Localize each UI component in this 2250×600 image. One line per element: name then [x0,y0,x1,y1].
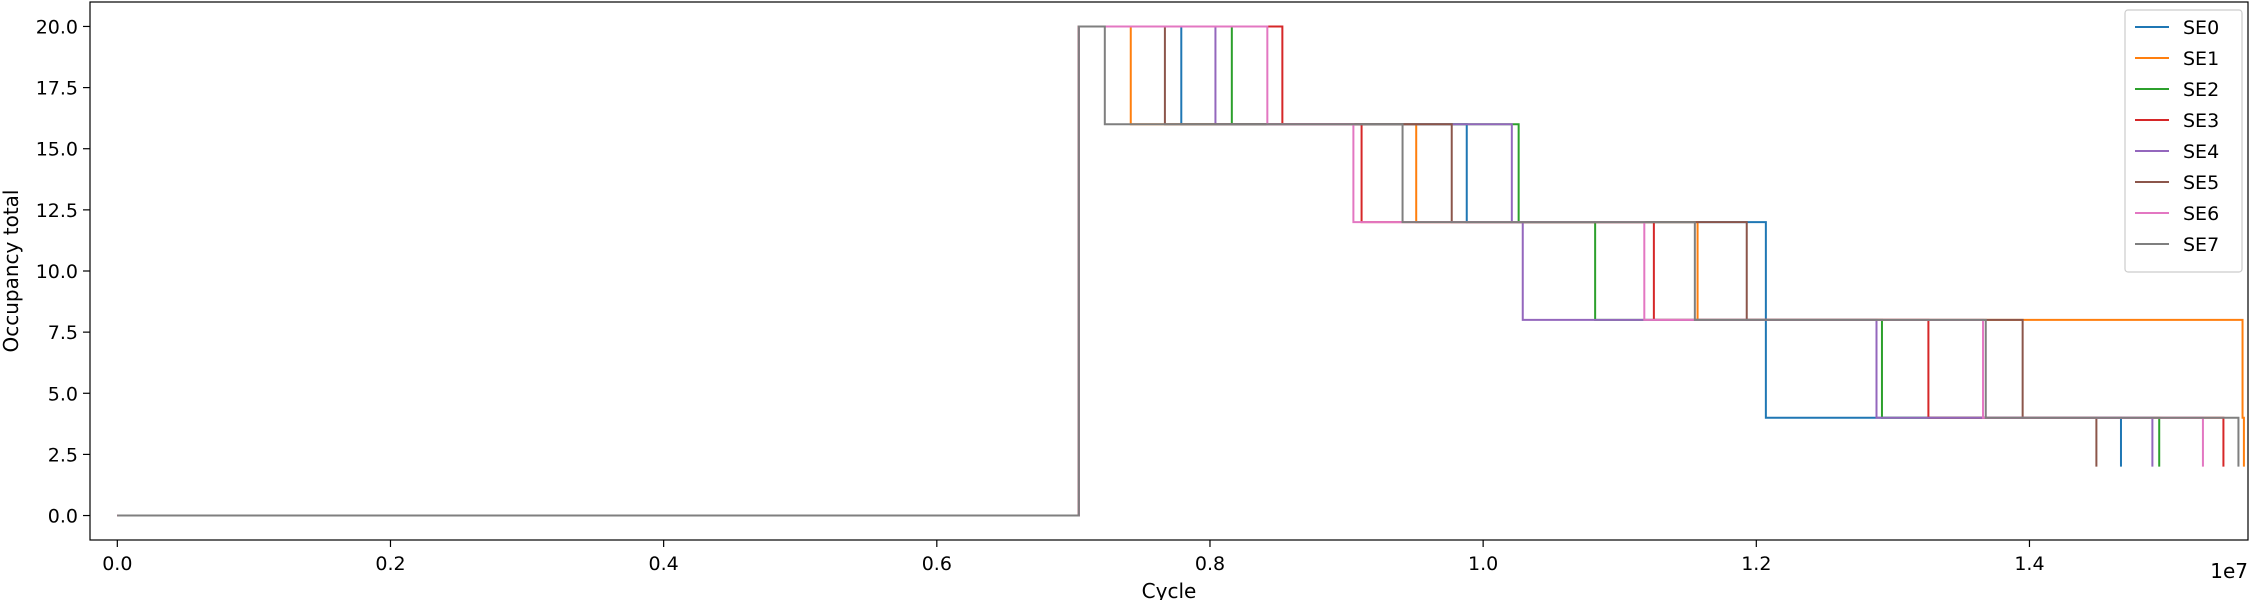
legend-label: SE2 [2183,79,2219,101]
legend-label: SE7 [2183,234,2219,256]
x-tick-label: 0.6 [922,553,952,575]
legend: SE0 SE1 SE2 SE3 SE4 SE5 SE6 SE7 [2124,9,2243,273]
x-tick-label: 1.2 [1741,553,1771,575]
x-axis-ticks: 0.0 0.2 0.4 0.6 0.8 1.0 1.2 1.4 [102,540,2045,575]
x-tick-label: 0.4 [649,553,679,575]
y-tick-label: 0.0 [48,506,78,528]
legend-box [2124,9,2243,273]
y-tick-label: 7.5 [48,322,78,344]
x-tick-label: 1.0 [1468,553,1498,575]
x-tick-label: 1.4 [2014,553,2044,575]
legend-label: SE3 [2183,110,2219,132]
series-line-se6 [117,25,2204,517]
y-tick-label: 20.0 [36,16,78,38]
series-line-se3 [117,25,2225,517]
y-tick-label: 12.5 [36,200,78,222]
series-line-se5 [117,25,2098,517]
series-line-se2 [117,25,2161,517]
y-axis-ticks: 0.0 2.5 5.0 7.5 10.0 12.5 15.0 17.5 20.0 [36,16,90,528]
x-axis-label: Cycle [1142,579,1197,600]
y-tick-label: 5.0 [48,383,78,405]
y-tick-label: 10.0 [36,261,78,283]
x-tick-label: 0.8 [1195,553,1225,575]
legend-label: SE4 [2183,141,2219,163]
y-tick-label: 17.5 [36,78,78,100]
series-layer [117,25,2245,517]
series-line-se4 [117,25,2154,517]
plot-frame [89,1,2249,541]
y-tick-label: 15.0 [36,139,78,161]
y-tick-label: 2.5 [48,444,78,466]
legend-label: SE0 [2183,17,2219,39]
legend-label: SE6 [2183,203,2219,225]
series-line-se0 [117,25,2122,517]
y-axis-label: Occupancy total [0,190,23,353]
x-tick-label: 0.0 [102,553,132,575]
series-line-se7 [117,25,2240,517]
x-axis-offset-label: 1e7 [2210,559,2248,583]
x-tick-label: 0.2 [375,553,405,575]
legend-label: SE1 [2183,48,2219,70]
legend-label: SE5 [2183,172,2219,194]
